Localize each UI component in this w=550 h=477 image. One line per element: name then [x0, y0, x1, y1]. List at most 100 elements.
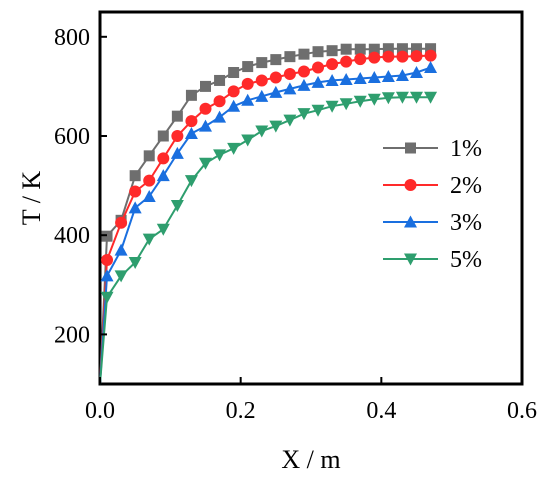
x-tick-label: 0.0 — [85, 398, 115, 424]
data-point — [311, 75, 325, 88]
data-point — [424, 61, 438, 74]
data-point — [424, 91, 438, 104]
data-point — [156, 223, 170, 236]
tick-layer: 0.0 0.2 0.4 0.6 200 400 600 800 — [54, 25, 537, 424]
data-point — [368, 43, 380, 55]
legend-marker — [404, 179, 417, 191]
data-point — [227, 85, 240, 98]
data-point — [381, 69, 395, 82]
data-point — [115, 216, 128, 229]
data-point — [129, 185, 142, 198]
series-3 — [99, 61, 438, 385]
legend-item: 1% — [383, 136, 482, 162]
data-point — [354, 43, 366, 55]
data-point — [100, 269, 114, 282]
y-tick-label: 600 — [54, 124, 90, 150]
data-point — [270, 54, 282, 66]
data-point — [100, 291, 114, 304]
legend-item: 5% — [383, 247, 482, 273]
data-point — [411, 43, 422, 55]
series-2 — [99, 49, 437, 385]
data-point — [241, 93, 255, 106]
data-point — [326, 45, 338, 57]
y-tick-label: 800 — [54, 25, 90, 51]
legend-label: 5% — [450, 247, 482, 273]
data-point — [185, 115, 198, 128]
data-point — [382, 50, 395, 63]
data-point — [170, 199, 184, 212]
data-point — [143, 174, 156, 187]
data-point — [101, 254, 114, 266]
data-point — [184, 127, 198, 140]
data-point — [396, 43, 408, 55]
data-point — [227, 142, 241, 155]
x-tick-label: 0.2 — [226, 398, 256, 424]
data-point — [340, 55, 353, 68]
data-point — [410, 50, 423, 63]
data-point — [129, 170, 141, 182]
data-point — [368, 51, 381, 64]
data-point — [339, 72, 353, 85]
legend-label: 2% — [450, 173, 482, 199]
data-point — [128, 256, 142, 269]
data-point — [269, 120, 283, 133]
data-point — [256, 57, 268, 69]
data-point — [353, 95, 367, 108]
legend: 1% 2% 3% 5% — [383, 136, 482, 273]
data-point — [185, 89, 197, 101]
data-point — [199, 157, 212, 170]
series-layer — [99, 43, 438, 385]
legend-label: 3% — [450, 210, 482, 236]
data-point — [382, 43, 394, 55]
data-point — [284, 51, 296, 63]
data-point — [395, 91, 409, 104]
data-point — [142, 233, 156, 246]
series-line — [99, 66, 431, 385]
y-axis-label: T / K — [17, 171, 46, 226]
data-point — [410, 91, 423, 104]
data-point — [396, 50, 409, 63]
y-tick-label: 400 — [54, 223, 90, 249]
data-point — [367, 93, 381, 106]
data-point — [241, 134, 255, 147]
data-point — [171, 130, 184, 142]
legend-item: 3% — [383, 210, 482, 236]
legend-marker — [405, 142, 416, 154]
data-point — [312, 46, 324, 58]
data-point — [410, 66, 423, 79]
series-1 — [99, 43, 437, 385]
data-point — [170, 146, 184, 159]
legend-item: 2% — [383, 173, 482, 199]
data-point — [353, 71, 367, 84]
data-point — [114, 270, 128, 283]
series-line — [99, 54, 431, 385]
data-point — [184, 175, 198, 188]
data-point — [339, 98, 353, 111]
data-point — [326, 58, 339, 71]
legend-marker — [404, 253, 417, 266]
data-point — [297, 108, 311, 121]
data-point — [269, 85, 283, 98]
x-tick-label: 0.6 — [507, 398, 537, 424]
data-point — [354, 53, 367, 66]
legend-label: 1% — [450, 136, 482, 162]
data-point — [283, 68, 296, 80]
data-point — [255, 125, 269, 138]
data-point — [143, 150, 155, 162]
data-point — [424, 49, 437, 62]
data-point — [242, 61, 254, 73]
data-point — [298, 48, 310, 60]
legend-marker — [404, 215, 417, 228]
data-point — [425, 43, 437, 55]
data-point — [213, 110, 227, 123]
y-tick-label: 200 — [54, 322, 90, 348]
data-point — [269, 71, 282, 84]
data-point — [101, 230, 113, 242]
data-point — [381, 92, 395, 105]
data-point — [340, 43, 352, 55]
x-axis-label: X / m — [281, 445, 340, 474]
data-point — [325, 100, 339, 113]
data-point — [228, 67, 240, 79]
data-point — [297, 65, 310, 78]
